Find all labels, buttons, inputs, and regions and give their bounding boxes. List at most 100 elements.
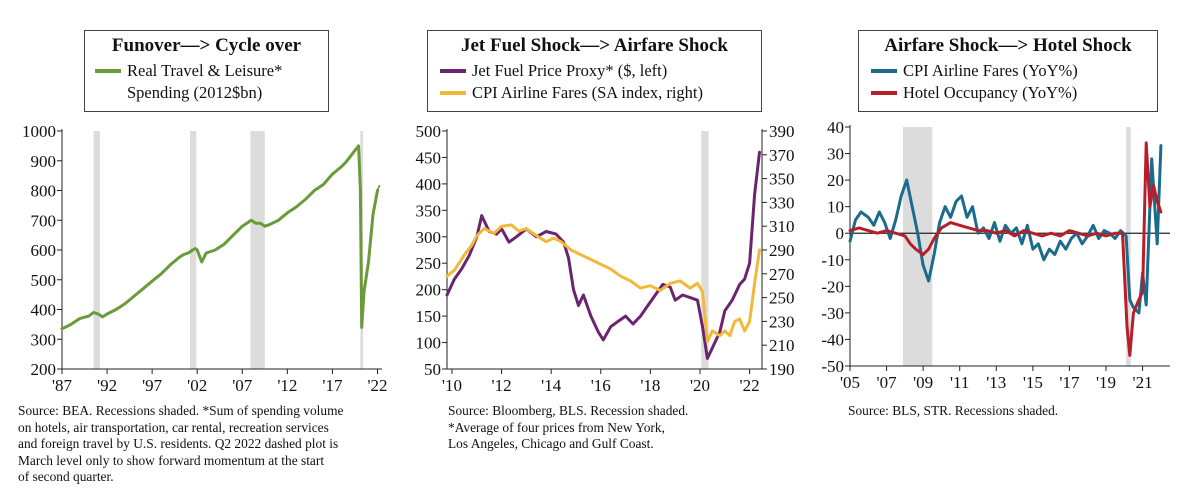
chart-panel-hotel: Airfare Shock—> Hotel Shock CPI Airline … <box>800 0 1200 499</box>
y-tick-label: 1000 <box>22 122 56 141</box>
note-line: Source: BLS, STR. Recessions shaded. <box>848 403 1059 418</box>
x-tick-label: '20 <box>690 376 710 395</box>
chart-panel-jet-fuel: Jet Fuel Shock—> Airfare Shock Jet Fuel … <box>400 0 800 499</box>
y-tick-label: 200 <box>416 281 442 300</box>
y-tick-label-right: 330 <box>769 193 795 212</box>
legend-item-cpi-airline-yoy: CPI Airline Fares (YoY%) <box>871 61 1078 81</box>
y-tick-label: 500 <box>416 122 442 141</box>
x-tick-label: '13 <box>986 373 1006 392</box>
legend-label: Hotel Occupancy (YoY%) <box>903 83 1078 102</box>
legend-swatch-green <box>95 69 121 73</box>
legend-item-hotel-occupancy: Hotel Occupancy (YoY%) <box>871 83 1077 103</box>
note-line: *Average of four prices from New York, <box>448 419 665 435</box>
x-tick-label: '17 <box>1059 373 1080 392</box>
legend-label: CPI Airline Fares (YoY%) <box>903 61 1078 80</box>
y-tick-label-right: 310 <box>769 217 795 236</box>
legend-box: Jet Fuel Shock—> Airfare Shock Jet Fuel … <box>427 30 762 112</box>
x-tick-label: '16 <box>591 376 611 395</box>
legend-item-jet-fuel: Jet Fuel Price Proxy* ($, left) <box>440 61 667 81</box>
note-line: Source: BEA. Recessions shaded. *Sum of … <box>18 403 344 418</box>
x-tick-label: '15 <box>1023 373 1043 392</box>
x-tick-label: '19 <box>1096 373 1116 392</box>
note-line: March level only to show forward momentu… <box>18 452 325 468</box>
legend-box: Funover—> Cycle over Real Travel & Leisu… <box>84 30 329 112</box>
recession-band <box>903 127 933 366</box>
chart-svg-2: 500 450 400 350 300 250 200 150 100 50 390 370 350 33… <box>416 122 795 395</box>
legend-label: Real Travel & Leisure* <box>127 61 283 80</box>
legend-swatch-purple <box>440 69 466 73</box>
legend-item-cpi-airline: CPI Airline Fares (SA index, right) <box>440 83 703 103</box>
source-note-left: Source: BEA. Recessions shaded. *Sum of … <box>18 403 408 486</box>
y-tick-label-right: 250 <box>769 289 795 308</box>
source-note-right: Source: BLS, STR. Recessions shaded. <box>848 403 1188 420</box>
y-tick-label: 450 <box>416 148 442 167</box>
y-tick-label: 250 <box>416 254 442 273</box>
y-tick-label-right: 230 <box>769 312 795 331</box>
x-tick-label: '17 <box>322 376 343 395</box>
x-tick-label: '22 <box>740 376 760 395</box>
series-line-purple <box>445 150 761 360</box>
x-tick-label: '10 <box>442 376 462 395</box>
y-tick-label: 0 <box>836 224 845 243</box>
legend-swatch-yellow <box>440 91 466 95</box>
y-tick-label-right: 350 <box>769 170 795 189</box>
y-tick-label-right: 390 <box>769 122 795 141</box>
y-tick-label: 400 <box>416 175 442 194</box>
y-tick-label: 400 <box>31 301 57 320</box>
recession-band <box>701 131 709 369</box>
legend-item-travel-spending: Real Travel & Leisure* <box>95 61 282 81</box>
y-tick-label: 600 <box>31 241 57 260</box>
x-tick-label: '07 <box>232 376 253 395</box>
x-tick-label: '07 <box>877 373 898 392</box>
recession-band <box>1126 127 1131 366</box>
x-tick-label: '97 <box>142 376 163 395</box>
y-tick-label: 150 <box>416 307 442 326</box>
x-tick-label: '09 <box>913 373 933 392</box>
x-tick-label: '87 <box>52 376 73 395</box>
note-line: on hotels, air transportation, car renta… <box>18 419 329 435</box>
y-tick-label: 20 <box>827 171 844 190</box>
y-tick-label: 10 <box>827 198 844 217</box>
source-note-middle: Source: Bloomberg, BLS. Recession shaded… <box>448 403 788 453</box>
y-tick-label: 50 <box>424 360 441 379</box>
legend-label-cont: Spending (2012$bn) <box>127 83 263 102</box>
x-tick-label: '14 <box>541 376 562 395</box>
x-tick-label: '12 <box>277 376 297 395</box>
note-line: and foreign travel by U.S. residents. Q2… <box>18 436 339 452</box>
y-tick-label: 700 <box>31 211 57 230</box>
x-tick-label: '05 <box>840 373 860 392</box>
x-tick-label: '22 <box>367 376 387 395</box>
x-tick-label: '18 <box>640 376 660 395</box>
y-tick-label: 800 <box>31 182 57 201</box>
y-tick-label: 40 <box>827 118 844 137</box>
y-tick-label: -30 <box>821 304 844 323</box>
y-tick-label-right: 210 <box>769 336 795 355</box>
y-tick-label: 200 <box>31 360 57 379</box>
series-line-yellow <box>445 223 761 344</box>
y-tick-label: 30 <box>827 145 844 164</box>
y-tick-label-right: 290 <box>769 241 795 260</box>
x-tick-label: '02 <box>187 376 207 395</box>
legend-swatch-red <box>871 91 897 95</box>
y-tick-label-right: 270 <box>769 265 795 284</box>
x-tick-label: '21 <box>1133 373 1153 392</box>
chart-svg-3: 40 30 20 10 0 -10 -20 -30 -40 -50'05 '07 '09 '11 '13 '… <box>821 118 1170 392</box>
series-line-green <box>60 144 379 331</box>
chart-svg-1: 1000 900 800 700 600 500 400 300 200'87 '92 '97 '02… <box>22 122 388 395</box>
chart-title: Funover—> Cycle over <box>111 35 302 56</box>
y-tick-label: 350 <box>416 201 442 220</box>
x-tick-label: '92 <box>97 376 117 395</box>
chart-title: Jet Fuel Shock—> Airfare Shock <box>461 35 728 56</box>
y-tick-label: -50 <box>821 357 844 376</box>
chart-panel-travel-spending: Funover—> Cycle over Real Travel & Leisu… <box>0 0 400 499</box>
series-line-green <box>376 185 381 192</box>
y-tick-label: 300 <box>416 228 442 247</box>
legend-label: Jet Fuel Price Proxy* ($, left) <box>472 61 668 80</box>
note-line: Los Angeles, Chicago and Gulf Coast. <box>448 436 654 452</box>
y-tick-label: 100 <box>416 334 442 353</box>
y-tick-label: 500 <box>31 271 57 290</box>
legend-label: CPI Airline Fares (SA index, right) <box>472 83 703 102</box>
y-tick-label-right: 370 <box>769 146 795 165</box>
note-line: of second quarter. <box>18 469 114 485</box>
chart-title: Airfare Shock—> Hotel Shock <box>884 35 1132 56</box>
